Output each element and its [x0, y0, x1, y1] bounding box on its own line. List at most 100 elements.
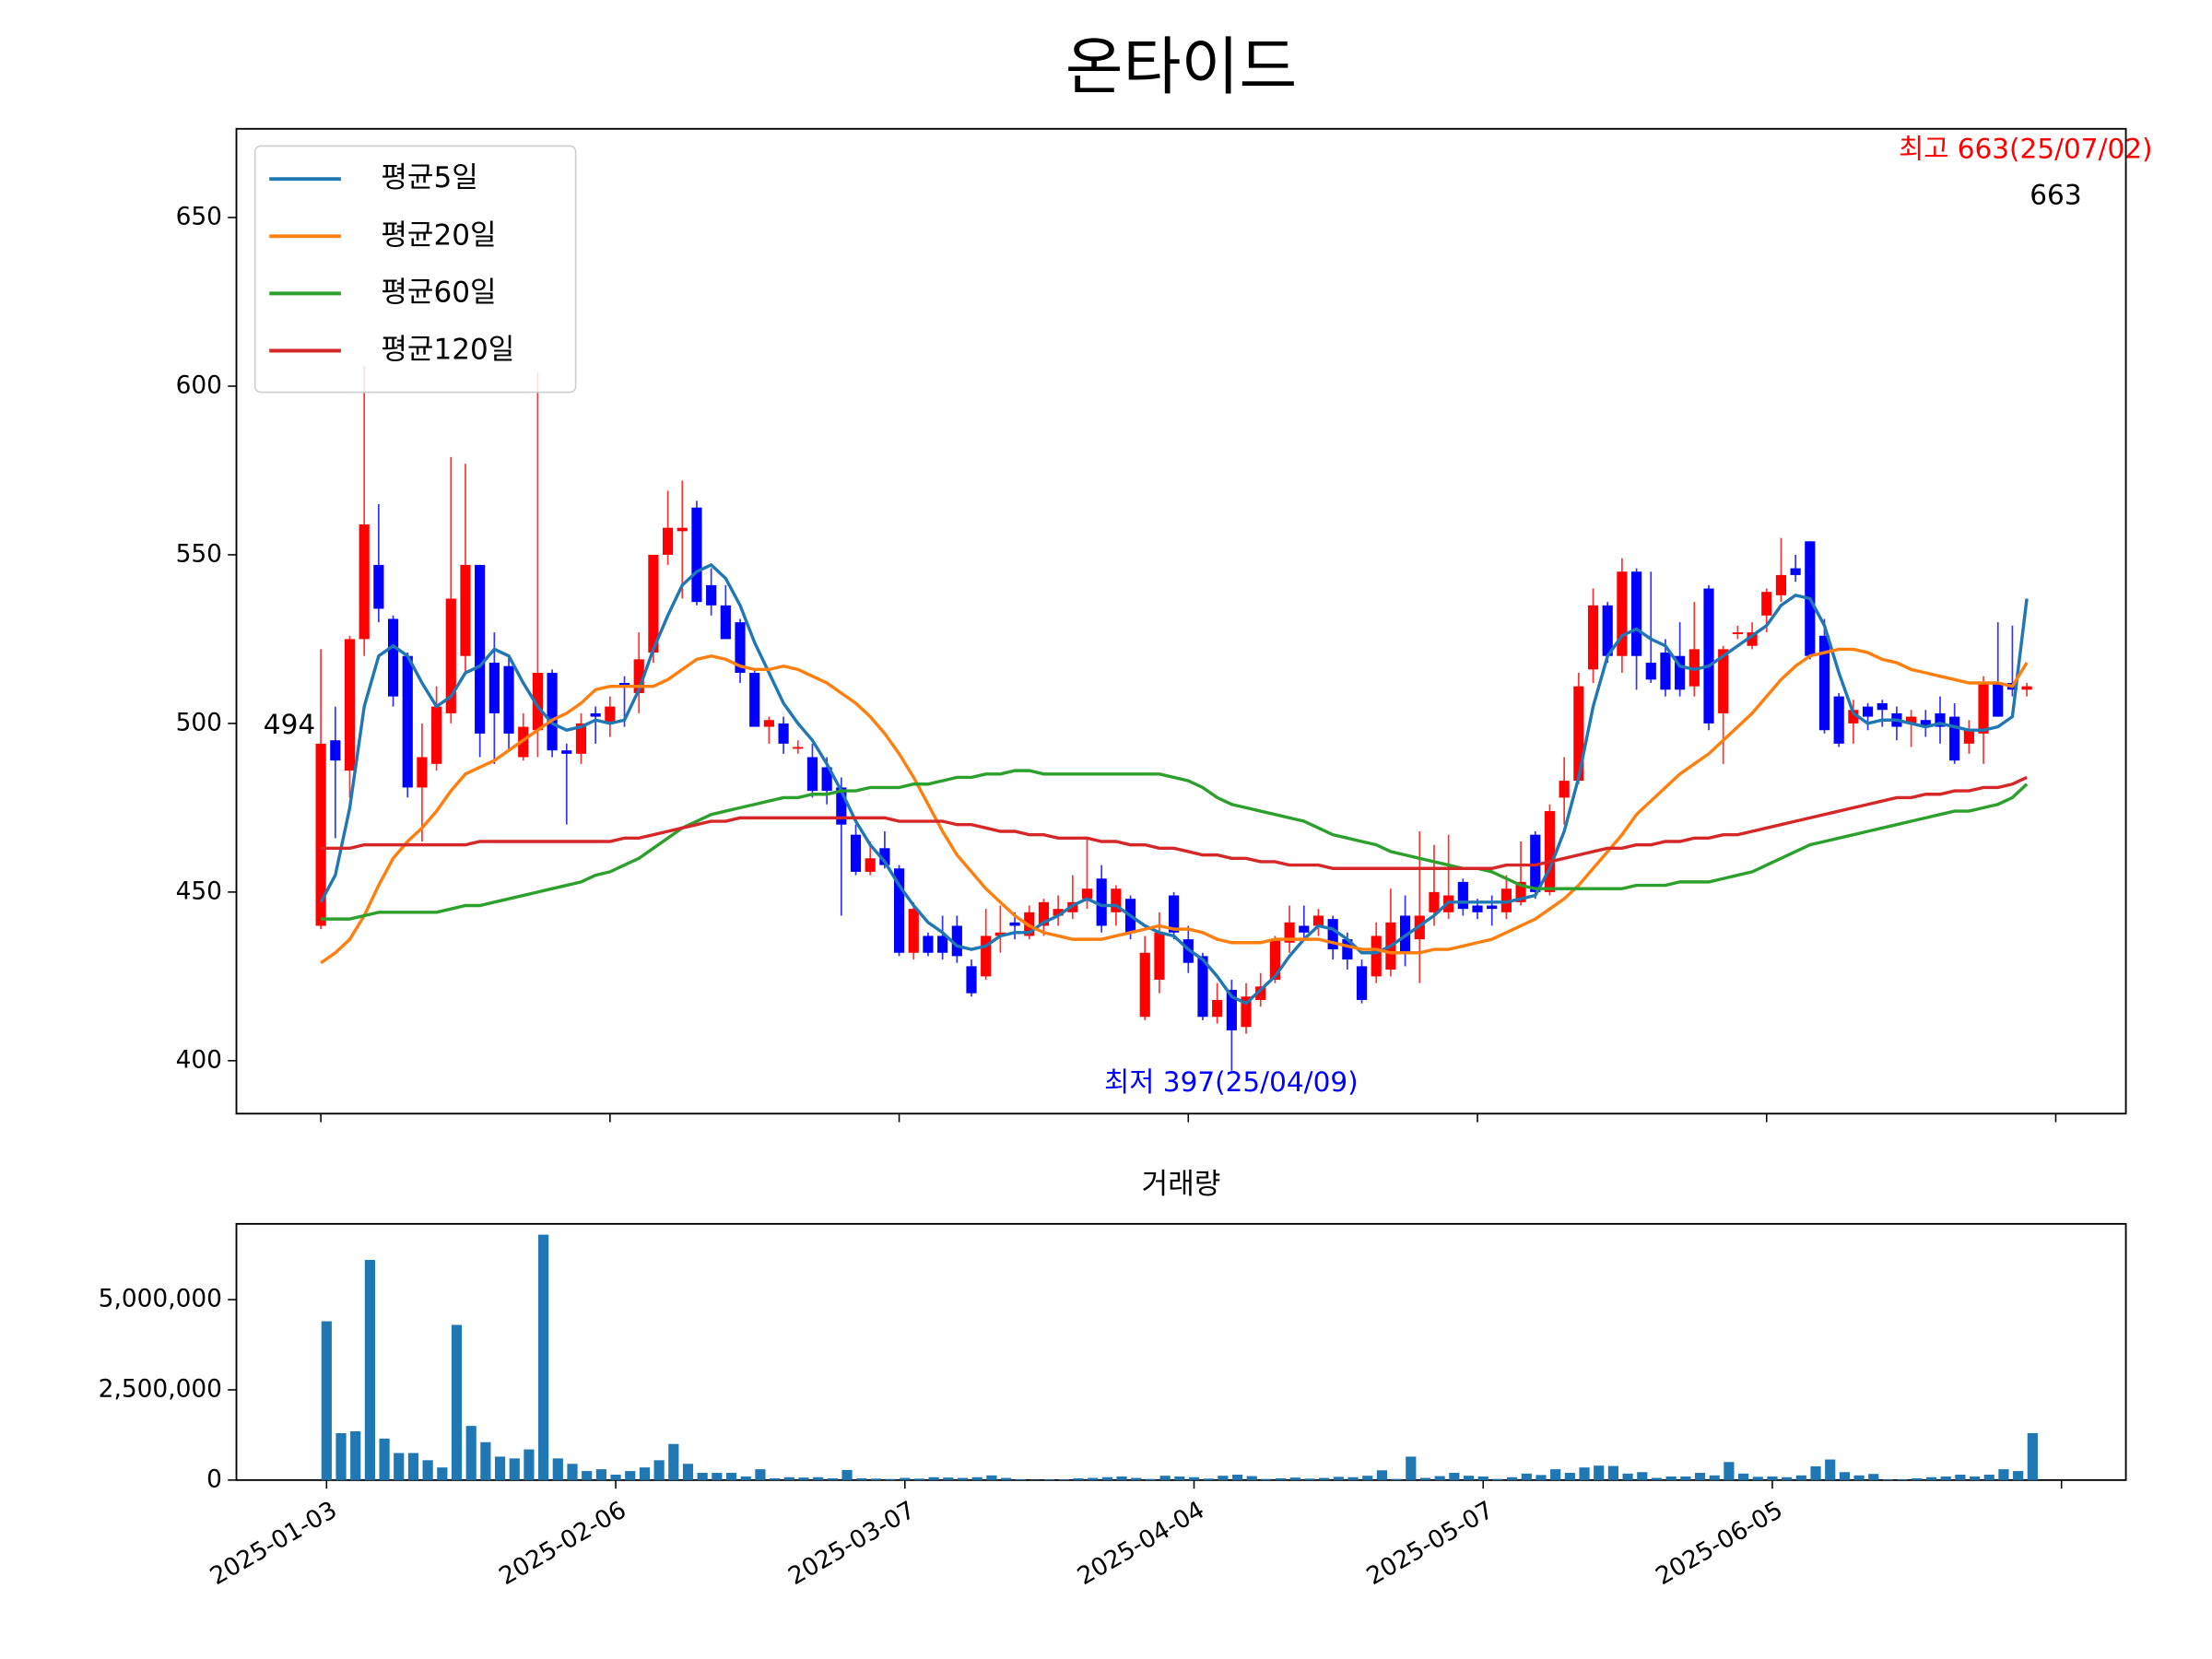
volume-bar — [1767, 1476, 1778, 1480]
y-tick-label: 600 — [176, 371, 222, 399]
volume-bar — [552, 1458, 563, 1480]
volume-bar — [1709, 1475, 1720, 1480]
volume-bar — [827, 1477, 838, 1480]
volume-bar — [1419, 1477, 1431, 1480]
volume-bar — [1145, 1478, 1157, 1480]
volume-bar — [1218, 1476, 1229, 1480]
volume-bar — [928, 1477, 939, 1480]
volume-bar — [668, 1443, 679, 1480]
candle-body — [1718, 649, 1729, 713]
volume-bar — [755, 1469, 766, 1480]
candle-body — [1833, 696, 1844, 744]
candle-body — [648, 554, 659, 653]
candle-body — [677, 527, 688, 532]
volume-bar — [1347, 1477, 1359, 1480]
volume-bar — [1073, 1477, 1084, 1480]
candle-body — [793, 747, 804, 749]
volume-bar — [1724, 1462, 1735, 1480]
volume-bar — [1594, 1465, 1605, 1480]
volume-bar — [524, 1449, 535, 1480]
volume-bar — [1665, 1476, 1677, 1480]
candle-body — [1732, 632, 1743, 634]
volume-bar — [1015, 1479, 1026, 1480]
volume-bar — [1088, 1477, 1099, 1480]
volume-bar — [1912, 1477, 1923, 1480]
candle-body — [1212, 999, 1223, 1018]
volume-bar — [885, 1478, 896, 1480]
candle-body — [1356, 966, 1368, 1000]
volume-bar — [480, 1441, 491, 1480]
volume-bar — [422, 1460, 433, 1480]
volume-bar — [1868, 1474, 1879, 1480]
candle-body — [561, 750, 572, 754]
candle-body — [966, 966, 977, 994]
candle-body — [836, 787, 847, 825]
candle-body — [1660, 653, 1671, 690]
annotation: 494 — [264, 709, 315, 740]
y-tick-label: 0 — [206, 1465, 222, 1493]
volume-bar — [1940, 1476, 1951, 1480]
candle-body — [1169, 895, 1180, 933]
volume-bar — [1782, 1477, 1793, 1480]
volume-bar — [379, 1438, 390, 1480]
candle-body — [547, 673, 558, 751]
volume-bar — [682, 1464, 694, 1480]
volume-title: 거래량 — [1142, 1168, 1221, 1201]
volume-bar — [610, 1474, 621, 1480]
volume-bar — [465, 1426, 477, 1480]
candle-body — [1761, 592, 1772, 616]
candle-body — [575, 723, 587, 754]
volume-bar — [1231, 1474, 1243, 1480]
candle-body — [1818, 635, 1830, 731]
candle-body — [1269, 939, 1281, 981]
volume-bar — [1362, 1476, 1373, 1480]
candle-body — [1053, 909, 1064, 916]
y-tick-label: 650 — [176, 203, 222, 231]
volume-bar — [1694, 1473, 1706, 1480]
volume-bar — [1174, 1476, 1185, 1480]
volume-bar — [494, 1456, 506, 1480]
candle-body — [1688, 649, 1700, 687]
candle-body — [503, 665, 514, 734]
volume-bar — [335, 1432, 347, 1480]
volume-bar — [1535, 1475, 1547, 1480]
candle-body — [1096, 878, 1107, 926]
volume-bar — [639, 1467, 651, 1480]
volume-bar — [1131, 1477, 1142, 1480]
candle-body — [1429, 891, 1440, 912]
legend-label: 평균120일 — [381, 334, 514, 367]
volume-bar — [1492, 1478, 1503, 1480]
volume-bar — [770, 1477, 781, 1480]
candle-body — [445, 598, 456, 713]
volume-bar — [798, 1477, 809, 1480]
candle-body — [1559, 781, 1570, 798]
volume-bar — [971, 1477, 982, 1480]
candle-body — [1241, 996, 1252, 1028]
candle-body — [1312, 915, 1324, 926]
candle-body — [1602, 605, 1613, 656]
volume-bar — [1738, 1473, 1749, 1480]
volume-bar — [2027, 1432, 2038, 1480]
candle-body — [1703, 588, 1714, 724]
volume-bar — [1839, 1472, 1850, 1480]
candle-body — [806, 757, 818, 792]
candle-body — [879, 848, 890, 865]
candle-body — [1790, 568, 1801, 575]
legend-label: 평균20일 — [381, 218, 496, 252]
volume-bar — [321, 1321, 332, 1480]
volume-bar — [813, 1477, 824, 1480]
candle-body — [1139, 952, 1150, 1018]
candle-body — [937, 935, 948, 953]
volume-bar — [1276, 1477, 1287, 1480]
volume-bar — [1882, 1479, 1894, 1480]
candle-body — [402, 655, 413, 788]
candle-body — [431, 706, 442, 764]
volume-bar — [1044, 1479, 1055, 1480]
volume-bar — [943, 1477, 954, 1480]
candle-body — [1617, 571, 1628, 656]
candle-body — [1342, 939, 1353, 960]
candle-body — [763, 720, 774, 727]
volume-bar — [1651, 1477, 1663, 1480]
volume-bar — [2013, 1471, 2024, 1480]
volume-bar — [1116, 1476, 1127, 1480]
